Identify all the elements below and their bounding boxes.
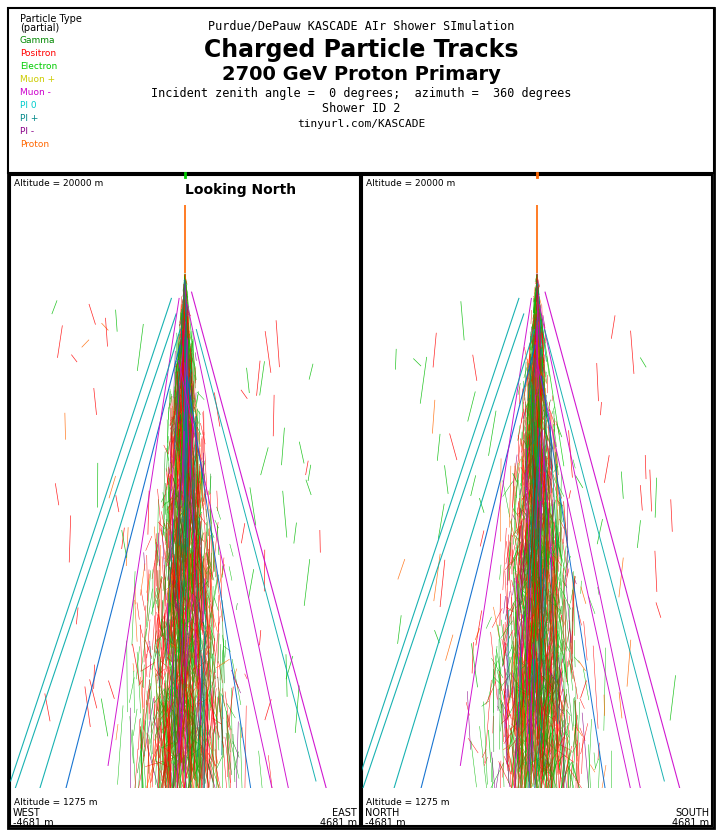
Text: EAST: EAST: [332, 808, 357, 818]
Text: Incident zenith angle =  0 degrees;  azimuth =  360 degrees: Incident zenith angle = 0 degrees; azimu…: [151, 88, 571, 100]
Bar: [8, 8, 714, 173]
Text: 4681 m: 4681 m: [320, 818, 357, 828]
Text: PI +: PI +: [20, 114, 38, 123]
Text: Gamma: Gamma: [20, 36, 56, 45]
Text: Looking North: Looking North: [185, 183, 296, 197]
Text: -4681 m: -4681 m: [13, 818, 53, 828]
Text: PI -: PI -: [20, 127, 34, 136]
Text: Particle Type: Particle Type: [20, 14, 82, 24]
Text: tinyurl.com/KASCADE: tinyurl.com/KASCADE: [297, 119, 425, 129]
Bar: [10, 175, 360, 826]
Text: PI 0: PI 0: [20, 101, 37, 110]
Text: 4681 m: 4681 m: [672, 818, 709, 828]
Text: Purdue/DePauw KASCADE AIr Shower SImulation: Purdue/DePauw KASCADE AIr Shower SImulat…: [208, 19, 514, 33]
Text: Shower ID 2: Shower ID 2: [322, 101, 400, 115]
Text: Electron: Electron: [20, 62, 57, 71]
Text: Muon -: Muon -: [20, 88, 51, 97]
Text: SOUTH: SOUTH: [675, 808, 709, 818]
Text: Altitude = 1275 m: Altitude = 1275 m: [14, 798, 97, 807]
Text: Proton: Proton: [20, 140, 49, 149]
Text: WEST: WEST: [13, 808, 40, 818]
Text: Altitude = 20000 m: Altitude = 20000 m: [14, 179, 103, 188]
Bar: [362, 175, 712, 826]
Text: Altitude = 1275 m: Altitude = 1275 m: [366, 798, 450, 807]
Text: (partial): (partial): [20, 23, 59, 33]
Text: Positron: Positron: [20, 49, 56, 58]
Text: NORTH: NORTH: [365, 808, 399, 818]
Text: 2700 GeV Proton Primary: 2700 GeV Proton Primary: [222, 64, 500, 84]
Text: Charged Particle Tracks: Charged Particle Tracks: [204, 38, 518, 62]
Text: Muon +: Muon +: [20, 75, 55, 84]
Text: -4681 m: -4681 m: [365, 818, 406, 828]
Text: Altitude = 20000 m: Altitude = 20000 m: [366, 179, 456, 188]
